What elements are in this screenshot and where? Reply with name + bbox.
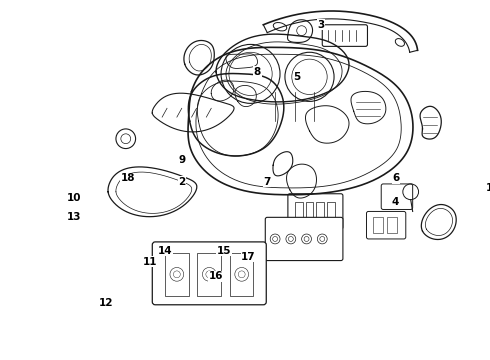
Bar — [230, 253, 253, 296]
Text: 5: 5 — [293, 72, 300, 82]
Bar — [317, 202, 324, 223]
Text: 8: 8 — [254, 67, 261, 77]
FancyBboxPatch shape — [367, 211, 406, 239]
Text: 11: 11 — [143, 257, 158, 266]
Text: 16: 16 — [209, 271, 223, 281]
FancyBboxPatch shape — [288, 194, 343, 229]
Text: 1: 1 — [486, 183, 490, 193]
Text: 10: 10 — [67, 193, 81, 203]
Text: 17: 17 — [241, 252, 256, 262]
Bar — [373, 217, 383, 233]
FancyBboxPatch shape — [381, 184, 413, 210]
Text: 4: 4 — [392, 197, 399, 207]
Bar — [295, 202, 303, 223]
Text: 12: 12 — [99, 298, 113, 308]
Text: 18: 18 — [121, 173, 135, 183]
Text: 14: 14 — [158, 246, 172, 256]
Bar — [197, 253, 221, 296]
Text: 6: 6 — [392, 173, 399, 183]
Text: 2: 2 — [178, 177, 185, 187]
FancyBboxPatch shape — [265, 217, 343, 261]
Bar — [327, 202, 335, 223]
FancyBboxPatch shape — [152, 242, 266, 305]
Bar — [165, 253, 189, 296]
Text: 9: 9 — [178, 156, 185, 165]
FancyBboxPatch shape — [322, 25, 368, 46]
Text: 7: 7 — [264, 177, 271, 187]
Bar — [306, 202, 314, 223]
Text: 15: 15 — [217, 246, 231, 256]
Text: 3: 3 — [318, 20, 325, 30]
Text: 13: 13 — [67, 212, 81, 222]
Bar — [387, 217, 397, 233]
